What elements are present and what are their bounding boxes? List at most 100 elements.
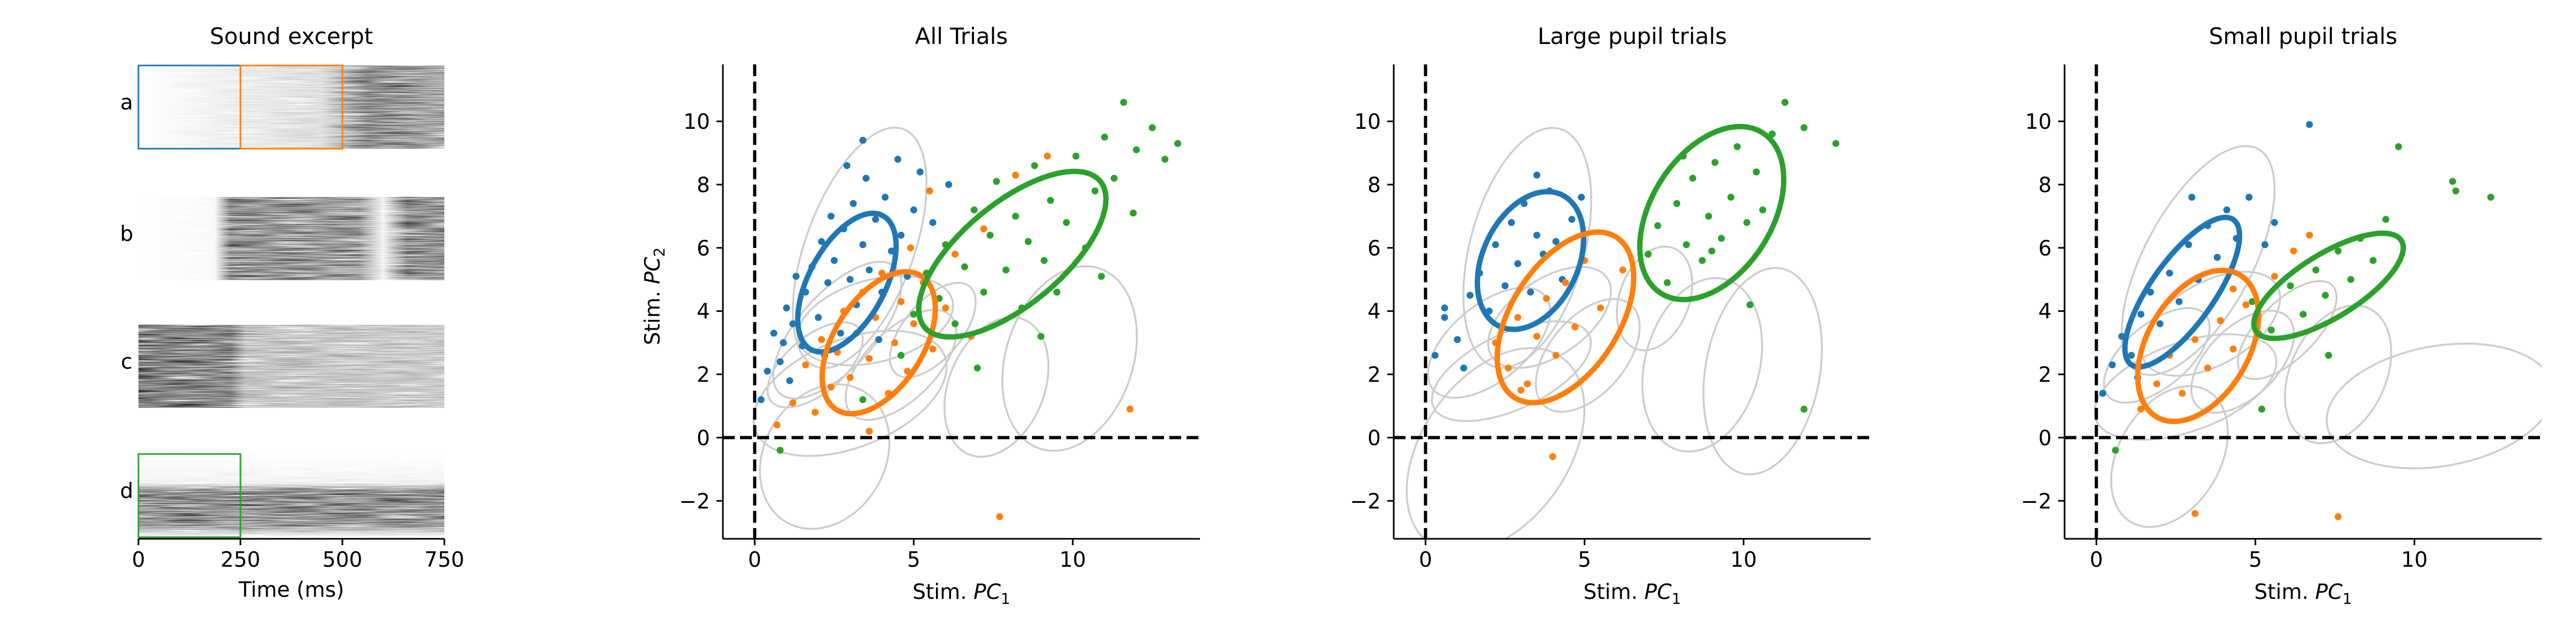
x-axis-label: Stim. PC1 <box>1583 580 1681 608</box>
data-point <box>770 330 778 337</box>
panel-title: Sound excerpt <box>210 23 373 49</box>
data-point <box>897 298 905 305</box>
data-point <box>824 279 832 287</box>
data-point <box>910 206 918 214</box>
data-point <box>828 213 835 220</box>
data-point <box>818 238 825 245</box>
data-point <box>2287 282 2294 290</box>
data-point <box>1753 168 1760 175</box>
data-point <box>1654 222 1662 230</box>
x-tick-label: 5 <box>2249 548 2262 572</box>
grey-ellipse <box>1406 347 1585 539</box>
data-point <box>1727 194 1735 201</box>
data-point <box>910 320 918 327</box>
data-point <box>1517 386 1525 394</box>
data-point <box>1527 288 1534 296</box>
data-point <box>2290 247 2297 255</box>
x-tick-label: 750 <box>425 548 464 572</box>
data-point <box>2261 241 2268 248</box>
y-tick-label: −2 <box>679 489 711 514</box>
grey-ellipse <box>1001 265 1138 452</box>
data-point <box>2204 364 2212 372</box>
data-point <box>843 162 851 170</box>
data-point <box>2191 510 2199 517</box>
data-point <box>2223 206 2230 214</box>
data-point <box>1501 282 1509 290</box>
data-point <box>1733 143 1741 150</box>
data-point <box>1126 405 1134 413</box>
data-point <box>2449 178 2456 185</box>
data-point <box>926 187 933 195</box>
data-point <box>1441 304 1448 312</box>
data-point <box>1044 152 1051 160</box>
data-point <box>2334 513 2342 521</box>
x-tick-label: 10 <box>1059 548 1086 572</box>
grey-ellipse <box>759 383 891 530</box>
data-point <box>872 216 879 223</box>
data-point <box>910 311 918 318</box>
data-point <box>2267 326 2275 334</box>
spectrogram-row-label: d <box>120 479 134 503</box>
data-point <box>1431 352 1439 359</box>
data-point <box>916 168 924 175</box>
data-point <box>2216 317 2224 324</box>
scatter-panel: 0 5 10 −2 0 2 4 6 8 10 Stim. PC1 Small pupil trials <box>2021 23 2542 608</box>
grey-ellipse <box>1534 298 1641 413</box>
plot-area <box>1394 64 1871 539</box>
data-point <box>1549 453 1556 460</box>
y-tick-label: 4 <box>2038 300 2052 324</box>
data-point <box>1063 219 1070 226</box>
y-tick-label: 8 <box>697 173 710 197</box>
data-point <box>1533 171 1541 179</box>
data-point <box>2369 257 2377 264</box>
data-point <box>1148 124 1156 131</box>
data-point <box>1174 140 1182 147</box>
data-point <box>1552 352 1560 359</box>
y-tick-label: 6 <box>697 237 710 261</box>
y-tick-label: 0 <box>697 426 710 450</box>
data-point <box>1568 216 1576 223</box>
data-point <box>1699 257 1706 264</box>
data-point <box>1644 251 1652 258</box>
data-point <box>1746 301 1754 309</box>
data-point <box>945 181 953 188</box>
grey-ellipse <box>2284 304 2392 444</box>
y-tick-label: 2 <box>2038 363 2052 387</box>
y-tick-label: 8 <box>2038 173 2052 197</box>
y-tick-label: 6 <box>2038 237 2052 261</box>
data-point <box>1101 134 1108 141</box>
data-point <box>789 320 796 327</box>
data-point <box>1507 219 1515 226</box>
highlight-box <box>239 64 343 150</box>
panel-title: All Trials <box>915 23 1008 49</box>
data-point <box>974 364 981 372</box>
data-point <box>1781 99 1789 106</box>
y-axis-label: Stim. PC2 <box>641 247 668 345</box>
spectrogram-panel: a b c d 0 250 500 750 Time (ms) Sound excerpt <box>120 23 465 602</box>
spectrogram-mask <box>138 197 444 280</box>
data-point <box>1504 364 1512 372</box>
data-point <box>2137 311 2145 318</box>
x-tick-label: 0 <box>2090 548 2103 572</box>
data-point <box>1743 219 1751 226</box>
data-point <box>802 361 809 369</box>
data-point <box>2245 194 2253 201</box>
data-point <box>1037 333 1045 340</box>
data-point <box>1492 241 1499 248</box>
grey-ellipse <box>1431 320 1592 422</box>
data-point <box>2127 352 2135 359</box>
data-point <box>1673 200 1680 207</box>
highlight-ellipse <box>2251 230 2406 341</box>
data-point <box>2112 447 2119 454</box>
data-point <box>907 244 914 252</box>
data-point <box>1717 235 1725 242</box>
grey-ellipse <box>2110 385 2229 528</box>
data-point <box>859 136 867 144</box>
y-tick-label: 4 <box>1367 300 1381 324</box>
data-point <box>1041 257 1048 264</box>
spectrogram-row: b <box>120 197 444 280</box>
data-point <box>1562 279 1569 287</box>
data-point <box>866 355 873 362</box>
data-point <box>1832 140 1840 147</box>
